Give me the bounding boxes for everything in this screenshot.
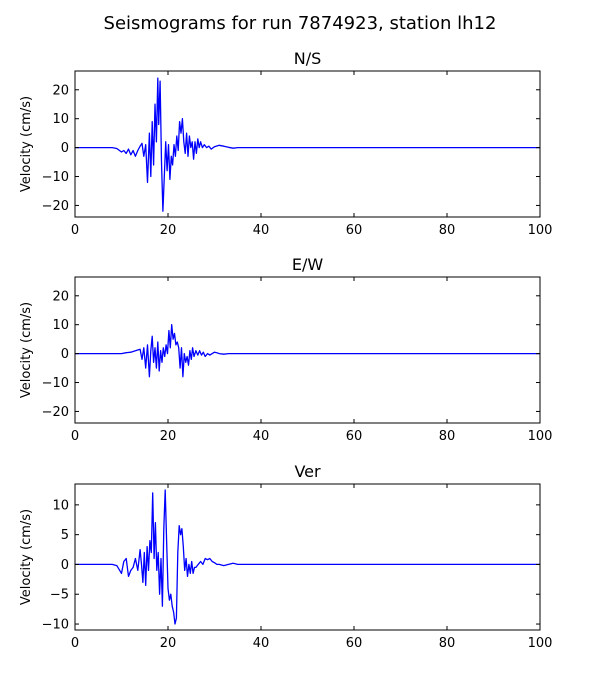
x-tick-label: 60	[346, 636, 363, 651]
y-tick-label: −5	[50, 588, 69, 603]
y-tick-label: −10	[42, 618, 69, 633]
x-tick-label: 80	[439, 636, 456, 651]
x-tick-label: 20	[160, 636, 177, 651]
subplot-title: Ver	[294, 462, 321, 481]
y-tick-label: 10	[52, 112, 69, 127]
y-tick-label: 10	[52, 318, 69, 333]
x-tick-label: 80	[439, 429, 456, 444]
x-tick-label: 100	[528, 429, 553, 444]
y-axis-label: Velocity (cm/s)	[19, 509, 34, 605]
figure-title: Seismograms for run 7874923, station lh1…	[104, 13, 497, 34]
x-tick-label: 40	[253, 223, 270, 238]
plot-frame	[74, 276, 541, 424]
y-axis-label: Velocity (cm/s)	[19, 302, 34, 398]
x-tick-label: 40	[253, 429, 270, 444]
x-tick-label: 80	[439, 223, 456, 238]
y-tick-label: 10	[52, 498, 69, 513]
series-line	[75, 489, 540, 625]
y-axis-label: Velocity (cm/s)	[19, 96, 34, 192]
y-tick-label: −20	[42, 199, 69, 214]
x-tick-label: 0	[71, 636, 79, 651]
x-tick-label: 0	[71, 223, 79, 238]
y-tick-label: 0	[61, 141, 69, 156]
x-tick-label: 0	[71, 429, 79, 444]
series-line	[75, 77, 540, 212]
y-tick-label: −10	[42, 376, 69, 391]
y-tick-label: 0	[61, 558, 69, 573]
x-tick-label: 40	[253, 636, 270, 651]
y-tick-label: 0	[61, 347, 69, 362]
x-tick-label: 20	[160, 223, 177, 238]
x-tick-label: 20	[160, 429, 177, 444]
y-tick-label: −10	[42, 170, 69, 185]
plot-frame	[74, 70, 541, 218]
y-tick-label: 20	[52, 289, 69, 304]
x-tick-label: 100	[528, 223, 553, 238]
subplot-title: N/S	[294, 49, 322, 68]
plot-frame	[74, 483, 541, 631]
series-line	[75, 324, 540, 378]
subplot-3: Ver Velocity (cm/s) 0 20 40 60 80 100 10 5 0 −5 −10	[19, 462, 552, 651]
x-tick-label: 60	[346, 429, 363, 444]
x-tick-label: 60	[346, 223, 363, 238]
subplot-title: E/W	[292, 255, 324, 274]
y-tick-label: 5	[61, 528, 69, 543]
y-tick-label: 20	[52, 83, 69, 98]
x-tick-label: 100	[528, 636, 553, 651]
y-tick-label: −20	[42, 405, 69, 420]
